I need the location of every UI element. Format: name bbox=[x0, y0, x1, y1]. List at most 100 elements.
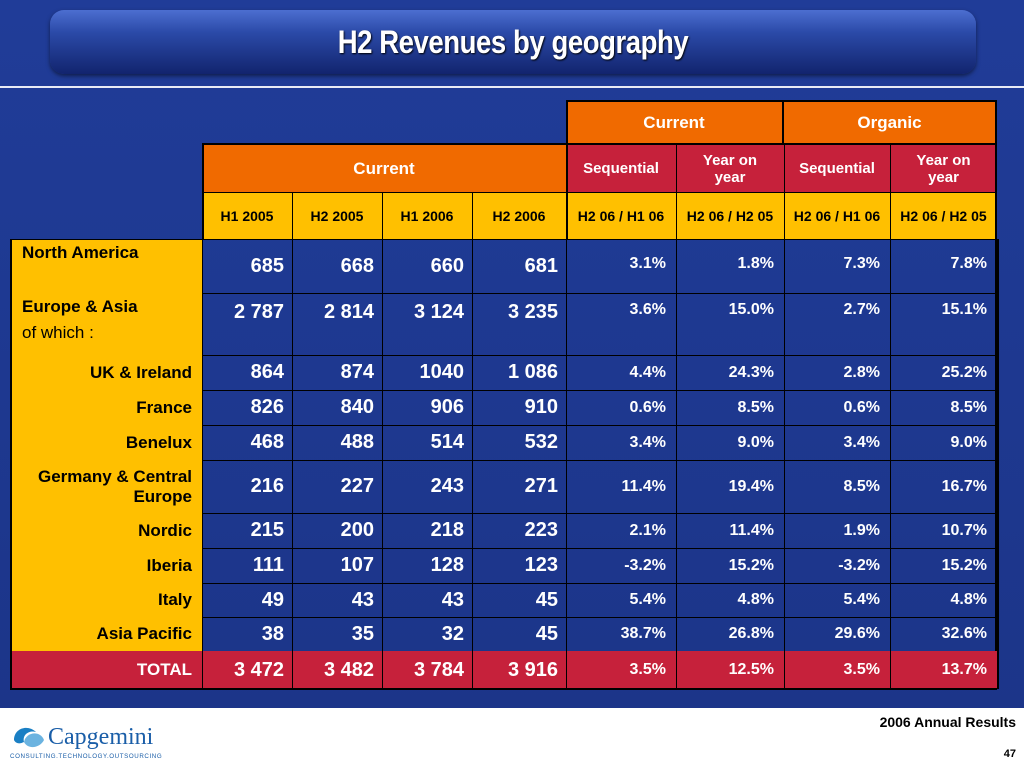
growth-cell: -3.2% bbox=[838, 556, 880, 574]
revenue-cell: 532 bbox=[524, 431, 558, 453]
growth-cell: 8.5% bbox=[737, 398, 774, 416]
period-header: H1 2006 bbox=[382, 193, 472, 239]
title-bar bbox=[50, 10, 976, 74]
revenue-cell: 3 124 bbox=[413, 301, 464, 323]
revenue-cell: 45 bbox=[535, 588, 558, 611]
grid-line bbox=[202, 192, 997, 193]
growth-cell: 9.0% bbox=[737, 433, 774, 451]
revenue-cell: 685 bbox=[250, 255, 284, 277]
logo-tagline: CONSULTING.TECHNOLOGY.OUTSOURCING bbox=[10, 753, 162, 760]
total-cell: 12.5% bbox=[728, 661, 774, 678]
revenue-cell: 514 bbox=[430, 431, 464, 453]
grid-line bbox=[292, 193, 293, 239]
grid-line bbox=[784, 651, 785, 689]
header-current-main: Current bbox=[202, 144, 566, 193]
revenue-cell: 668 bbox=[340, 255, 374, 277]
revenue-cell: 49 bbox=[261, 588, 284, 611]
growth-cell: 0.6% bbox=[629, 398, 666, 416]
capgemini-logo: Capgemini CONSULTING.TECHNOLOGY.OUTSOURC… bbox=[10, 724, 162, 760]
report-name: 2006 Annual Results bbox=[879, 714, 1016, 730]
region-subtitle: of which : bbox=[22, 323, 94, 342]
growth-cell: 7.8% bbox=[950, 255, 987, 272]
revenue-cell: 32 bbox=[441, 622, 464, 645]
header-year-on-year: Year on year bbox=[676, 144, 784, 193]
growth-cell: 11.4% bbox=[729, 521, 774, 539]
grid-line bbox=[10, 390, 997, 391]
revenue-cell: 215 bbox=[250, 519, 284, 541]
grid-line bbox=[382, 193, 383, 239]
grid-line bbox=[566, 651, 567, 689]
revenue-cell: 488 bbox=[340, 431, 374, 453]
row-label: North America bbox=[10, 239, 202, 293]
row-label: Europe & Asia of which : bbox=[10, 293, 202, 355]
region-name: Asia Pacific bbox=[96, 624, 192, 643]
growth-cell: 2.7% bbox=[843, 301, 880, 318]
grid-line bbox=[566, 239, 567, 689]
growth-cell: 11.4% bbox=[621, 477, 666, 495]
grid-line bbox=[782, 100, 784, 144]
row-label: Italy bbox=[10, 583, 202, 617]
period-header: H1 2005 bbox=[202, 193, 292, 239]
growth-cell: 1.8% bbox=[737, 255, 774, 272]
growth-cell: 9.0% bbox=[950, 433, 987, 451]
grid-line bbox=[10, 239, 12, 689]
grid-line bbox=[10, 513, 997, 514]
row-label: Germany & Central Europe bbox=[10, 460, 202, 513]
row-label: Iberia bbox=[10, 548, 202, 583]
growth-cell: 19.4% bbox=[728, 477, 774, 495]
page-title: H2 Revenues by geography bbox=[337, 24, 689, 60]
revenue-cell: 864 bbox=[250, 361, 284, 383]
total-label: TOTAL bbox=[10, 651, 202, 689]
growth-cell: 16.7% bbox=[941, 477, 987, 495]
growth-cell: 24.3% bbox=[728, 363, 774, 381]
region-name: UK & Ireland bbox=[89, 362, 192, 382]
growth-cell: 15.2% bbox=[728, 556, 774, 574]
growth-cell: 26.8% bbox=[728, 625, 774, 642]
grid-line bbox=[10, 293, 997, 294]
grid-line bbox=[566, 144, 567, 239]
grid-line bbox=[784, 239, 785, 689]
growth-cell: 5.4% bbox=[843, 591, 880, 608]
revenue-cell: 227 bbox=[340, 475, 374, 497]
grid-line bbox=[202, 651, 203, 689]
revenue-cell: 218 bbox=[430, 519, 464, 541]
grid-line bbox=[890, 239, 891, 689]
grid-line bbox=[890, 651, 891, 689]
revenue-cell: 128 bbox=[430, 554, 464, 576]
period-header: H2 06 / H1 06 bbox=[566, 193, 676, 239]
grid-line bbox=[10, 355, 997, 356]
header-sequential: Sequential bbox=[566, 144, 676, 193]
grid-line bbox=[202, 143, 204, 239]
growth-cell: 15.0% bbox=[728, 301, 774, 318]
region-name: North America bbox=[22, 243, 139, 262]
header-year-on-year-organic: Year on year bbox=[890, 144, 997, 193]
grid-line bbox=[10, 617, 997, 618]
row-label: France bbox=[10, 390, 202, 425]
grid-line bbox=[676, 144, 677, 239]
growth-cell: 3.1% bbox=[629, 255, 666, 272]
growth-cell: 10.7% bbox=[941, 521, 987, 539]
page-number: 47 bbox=[1003, 748, 1016, 760]
revenue-cell: 35 bbox=[351, 622, 374, 645]
revenue-cell: 45 bbox=[535, 622, 558, 645]
grid-line bbox=[472, 239, 473, 689]
revenue-cell: 200 bbox=[340, 519, 374, 541]
revenue-cell: 3 235 bbox=[507, 301, 558, 323]
revenue-cell: 910 bbox=[524, 396, 558, 418]
period-header: H2 06 / H1 06 bbox=[784, 193, 890, 239]
grid-line bbox=[10, 460, 997, 461]
growth-cell: 25.2% bbox=[941, 363, 987, 381]
grid-line bbox=[10, 583, 997, 584]
grid-line bbox=[10, 425, 997, 426]
growth-cell: 3.4% bbox=[629, 433, 666, 451]
revenue-cell: 38 bbox=[261, 622, 284, 645]
revenue-cell: 243 bbox=[430, 475, 464, 497]
grid-line bbox=[10, 688, 997, 690]
grid-line bbox=[382, 239, 383, 689]
growth-cell: 3.6% bbox=[629, 301, 666, 318]
revenue-cell: 2 814 bbox=[323, 301, 374, 323]
total-cell: 3 482 bbox=[323, 658, 374, 681]
grid-line bbox=[292, 239, 293, 689]
growth-cell: 7.3% bbox=[843, 255, 880, 272]
grid-line bbox=[566, 100, 997, 102]
